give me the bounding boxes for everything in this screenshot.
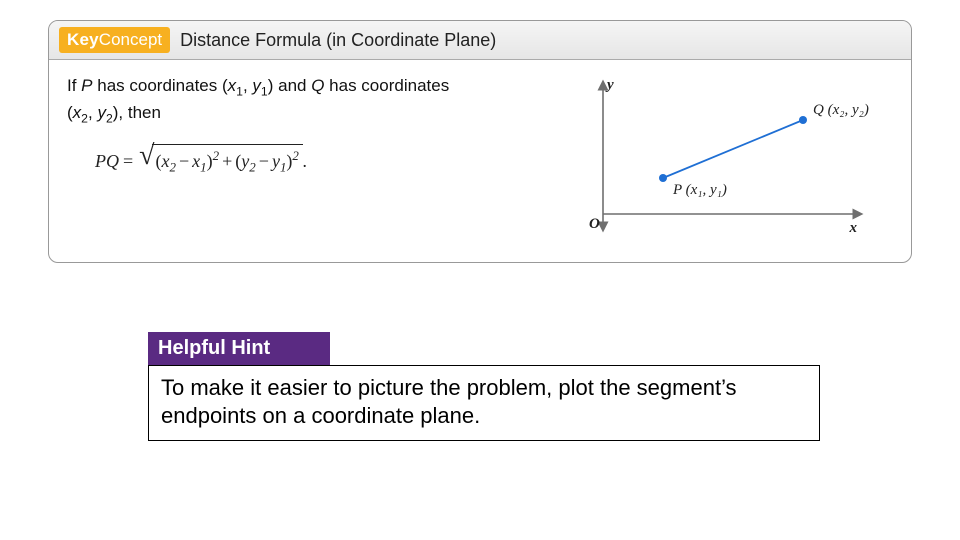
sub-1: 1 bbox=[261, 84, 268, 98]
svg-text:y: y bbox=[605, 77, 614, 93]
var-x: x bbox=[162, 151, 170, 171]
diagram-svg: y x O P (x₁, y₁) Q (x₂, y₂) bbox=[541, 74, 871, 244]
svg-text:Q (x₂, y₂): Q (x₂, y₂) bbox=[813, 102, 869, 118]
period: . bbox=[303, 148, 308, 174]
keyconcept-badge-strong: Key bbox=[67, 30, 99, 50]
coordinate-diagram: y x O P (x₁, y₁) Q (x₂, y₂) bbox=[518, 74, 893, 244]
minus-sign: − bbox=[179, 151, 189, 171]
radicand: (x2−x1)2+(y2−y1)2 bbox=[152, 144, 303, 177]
var-x: x bbox=[73, 103, 82, 122]
svg-text:P (x₁, y₁): P (x₁, y₁) bbox=[672, 182, 727, 198]
equals-sign: = bbox=[123, 148, 133, 174]
keyconcept-text: If P has coordinates (x1, y1) and Q has … bbox=[67, 74, 498, 244]
radical-icon: √ bbox=[139, 145, 154, 167]
var-y: y bbox=[252, 76, 261, 95]
sub-2: 2 bbox=[106, 112, 113, 126]
var-x: x bbox=[192, 151, 200, 171]
var-y: y bbox=[97, 103, 106, 122]
var-y: y bbox=[272, 151, 280, 171]
text-fragment: ) and bbox=[268, 76, 311, 95]
text-fragment: has coordinates bbox=[324, 76, 449, 95]
minus-sign: − bbox=[259, 151, 269, 171]
keyconcept-body: If P has coordinates (x1, y1) and Q has … bbox=[49, 60, 911, 262]
keyconcept-sentence: If P has coordinates (x1, y1) and Q has … bbox=[67, 74, 498, 128]
var-P: P bbox=[81, 76, 92, 95]
hint-label: Helpful Hint bbox=[148, 332, 330, 365]
sub-2: 2 bbox=[170, 160, 176, 175]
text-fragment: If bbox=[67, 76, 81, 95]
svg-text:O: O bbox=[589, 216, 600, 232]
text-fragment: has coordinates ( bbox=[93, 76, 228, 95]
sub-2: 2 bbox=[249, 160, 255, 175]
sub-1: 1 bbox=[236, 84, 243, 98]
helpful-hint: Helpful Hint To make it easier to pictur… bbox=[148, 332, 820, 441]
keyconcept-title: Distance Formula (in Coordinate Plane) bbox=[180, 30, 496, 51]
keyconcept-badge-light: Concept bbox=[99, 30, 162, 50]
var-x: x bbox=[228, 76, 237, 95]
var-Q: Q bbox=[311, 76, 324, 95]
svg-text:x: x bbox=[848, 220, 857, 236]
keyconcept-badge: KeyConcept bbox=[59, 27, 170, 53]
sup-2: 2 bbox=[213, 148, 219, 163]
text-fragment: ), then bbox=[113, 103, 161, 122]
text-fragment: , bbox=[243, 76, 252, 95]
sub-2: 2 bbox=[81, 112, 88, 126]
sup-2: 2 bbox=[292, 148, 298, 163]
hint-body: To make it easier to picture the problem… bbox=[148, 365, 820, 441]
formula-lhs: PQ bbox=[95, 148, 119, 174]
sqrt: √ (x2−x1)2+(y2−y1)2 bbox=[139, 144, 303, 177]
keyconcept-box: KeyConcept Distance Formula (in Coordina… bbox=[48, 20, 912, 263]
distance-formula: PQ = √ (x2−x1)2+(y2−y1)2 . bbox=[67, 144, 307, 177]
plus-sign: + bbox=[222, 151, 232, 171]
keyconcept-header: KeyConcept Distance Formula (in Coordina… bbox=[49, 21, 911, 60]
